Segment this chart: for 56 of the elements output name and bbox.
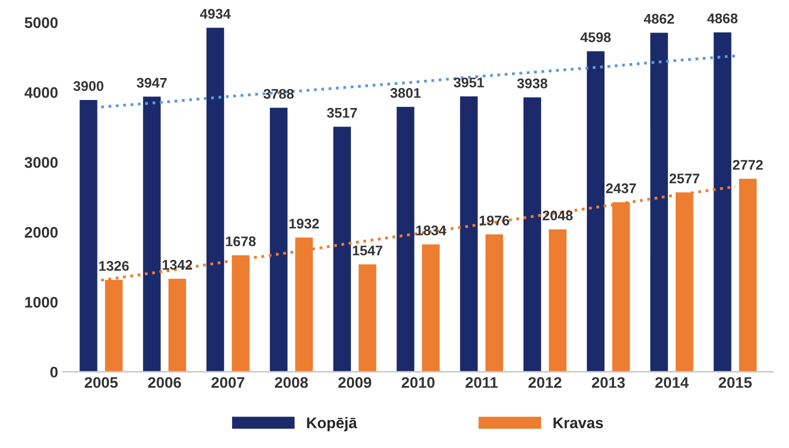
- data-label: 3517: [326, 108, 357, 118]
- legend-label: Kopējā: [307, 417, 358, 432]
- x-tick-label: 2013: [592, 377, 625, 388]
- bar: [395, 106, 416, 372]
- bar: [420, 242, 442, 372]
- legend-label: Kravas: [554, 418, 603, 428]
- y-tick-label: 2000: [24, 226, 58, 238]
- data-label: 3947: [136, 78, 167, 88]
- bar: [78, 98, 99, 372]
- bar: [268, 106, 289, 372]
- data-label: 1326: [99, 261, 129, 271]
- bar: [142, 95, 162, 372]
- y-tick-label: 1000: [25, 296, 58, 308]
- data-label: 3801: [390, 88, 421, 98]
- data-label: 2048: [542, 210, 573, 220]
- data-label: 4862: [644, 14, 674, 24]
- y-tick-label: 5000: [24, 17, 58, 28]
- bar: [458, 95, 480, 372]
- data-label: 3788: [264, 88, 294, 99]
- data-label: 4598: [580, 32, 611, 42]
- bar: [357, 263, 378, 372]
- bar: [332, 125, 352, 372]
- data-label: 2577: [669, 174, 700, 184]
- data-label: 1547: [352, 246, 382, 256]
- y-tick-label: 3000: [24, 157, 58, 168]
- x-tick-label: 2006: [148, 377, 182, 388]
- data-label: 4934: [200, 8, 231, 19]
- x-tick-label: 2008: [274, 377, 308, 388]
- x-tick-label: 2007: [212, 377, 244, 388]
- bar: [547, 228, 568, 372]
- bar: [648, 31, 670, 372]
- y-tick-label: 4000: [24, 87, 58, 98]
- data-label: 1932: [289, 218, 319, 229]
- data-label: 2437: [606, 183, 636, 194]
- data-label: 2772: [732, 160, 763, 170]
- y-tick-label: 0: [50, 366, 58, 378]
- bar: [484, 233, 504, 372]
- x-tick-label: 2014: [655, 377, 689, 388]
- x-tick-label: 2005: [84, 377, 118, 388]
- x-tick-label: 2010: [402, 377, 435, 388]
- data-label: 1678: [226, 236, 256, 246]
- x-tick-label: 2015: [718, 377, 752, 388]
- x-tick-label: 2011: [466, 377, 498, 388]
- data-label: 3938: [517, 78, 548, 88]
- data-label: 4868: [707, 13, 738, 24]
- bar: [522, 96, 542, 372]
- data-label: 3951: [454, 78, 484, 88]
- bar: [167, 277, 188, 372]
- bar: [585, 50, 606, 372]
- x-tick-label: 2012: [528, 377, 562, 388]
- bar: [712, 30, 733, 372]
- x-tick-label: 2009: [338, 377, 372, 388]
- data-label: 1342: [162, 260, 192, 270]
- bar: [205, 26, 226, 372]
- data-label: 3900: [73, 81, 104, 91]
- bar: [738, 177, 758, 372]
